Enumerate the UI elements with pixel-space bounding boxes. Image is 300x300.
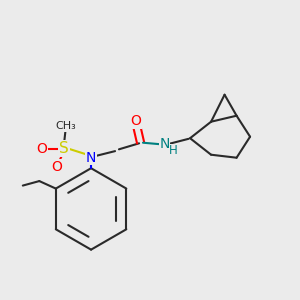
- Text: O: O: [51, 160, 62, 174]
- Text: O: O: [130, 114, 142, 128]
- Text: O: O: [36, 142, 47, 156]
- Text: N: N: [86, 151, 96, 165]
- Text: N: N: [159, 137, 170, 151]
- Text: H: H: [169, 144, 178, 157]
- Text: CH₃: CH₃: [55, 121, 76, 131]
- Text: S: S: [59, 141, 69, 156]
